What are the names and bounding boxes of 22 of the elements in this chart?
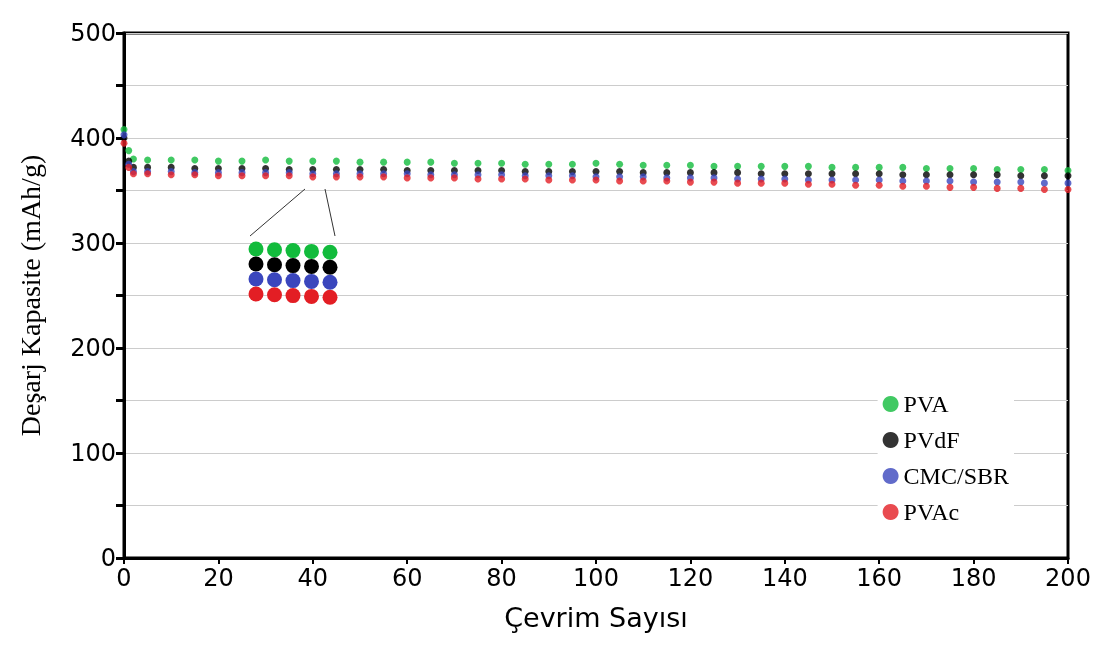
legend-label: PVAc xyxy=(903,499,960,525)
legend-label: CMC/SBR xyxy=(903,463,1009,489)
x-tick-label: 180 xyxy=(950,564,997,592)
y-tick-label: 100 xyxy=(70,439,116,467)
y-tick-label: 400 xyxy=(70,124,116,152)
x-tick-label: 80 xyxy=(486,564,517,592)
x-tick-label: 200 xyxy=(1045,564,1091,592)
y-tick-label: 0 xyxy=(100,544,116,572)
legend-label: PVA xyxy=(903,391,950,417)
legend-label: PVdF xyxy=(903,427,960,453)
y-tick-label: 500 xyxy=(70,19,116,47)
x-tick-label: 100 xyxy=(573,564,619,592)
x-tick-label: 160 xyxy=(856,564,903,592)
y-tick-label: 300 xyxy=(70,229,116,257)
x-tick-label: 60 xyxy=(391,564,423,592)
x-tick-label: 40 xyxy=(297,564,329,592)
x-tick-label: 20 xyxy=(203,564,234,592)
y-axis-title: Deşarj Kapasite (mAh/g) xyxy=(14,154,46,437)
x-tick-label: 120 xyxy=(667,564,714,592)
x-tick-label: 140 xyxy=(761,564,808,592)
x-axis-title: Çevrim Sayısı xyxy=(504,602,688,633)
y-tick-label: 200 xyxy=(70,334,116,362)
